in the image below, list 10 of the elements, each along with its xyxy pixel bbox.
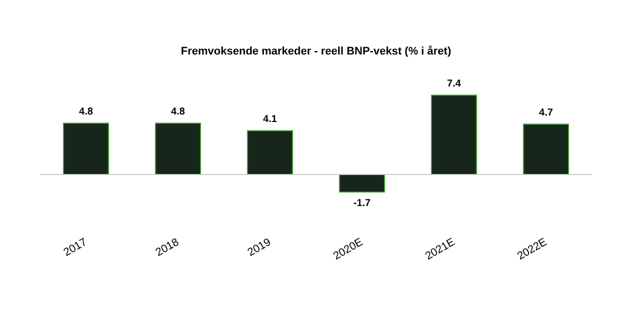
x-tick-label: 2017 bbox=[62, 236, 90, 259]
x-tick-label: 2019 bbox=[246, 236, 274, 259]
data-label: 4.8 bbox=[79, 106, 94, 118]
data-label: 4.8 bbox=[171, 106, 186, 118]
data-label: 7.4 bbox=[447, 78, 462, 90]
chart-title: Fremvoksende markeder - reell BNP-vekst (% i året) bbox=[180, 44, 452, 58]
x-tick-label: 2018 bbox=[154, 236, 182, 259]
data-label: 4.7 bbox=[539, 107, 554, 118]
data-label: -1.7 bbox=[353, 198, 372, 210]
data-label: 4.1 bbox=[263, 114, 278, 125]
